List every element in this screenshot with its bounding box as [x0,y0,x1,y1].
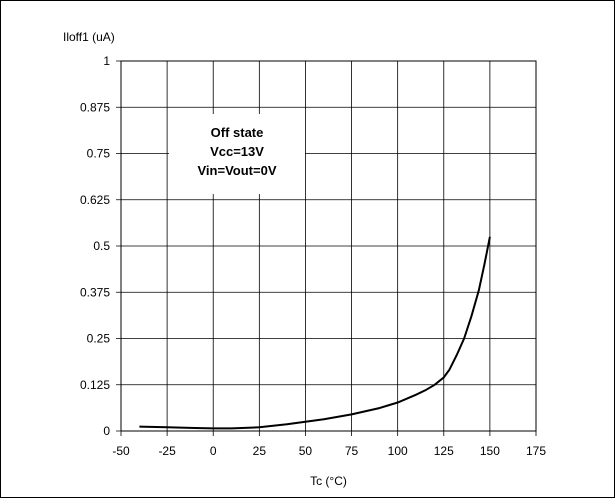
x-tick-label: -50 [112,444,130,458]
y-tick-label: 0 [103,424,110,438]
annotation-background [169,114,305,194]
series-line [139,236,491,430]
x-tick-label: 150 [480,444,500,458]
annotation-line-vin-vout: Vin=Vout=0V [198,163,277,178]
y-tick-label: 1 [103,54,110,68]
y-axis-label: Iloff1 (uA) [63,30,115,44]
y-tick-label: 0.125 [80,378,110,392]
x-tick-label: 175 [526,444,546,458]
annotation-line-state: Off state [211,125,264,140]
y-tick-label: 0.5 [93,239,110,253]
y-tick-label: 0.375 [80,285,110,299]
annotation-line-vcc: Vcc=13V [210,144,264,159]
x-tick-label: 100 [388,444,408,458]
x-tick-label: 50 [299,444,313,458]
x-axis-label: Tc (°C) [310,474,347,488]
x-tick-label: 0 [210,444,217,458]
annotation-box: Off state Vcc=13V Vin=Vout=0V [169,114,305,194]
x-tick-label: -25 [158,444,176,458]
y-tick-label: 0.875 [80,100,110,114]
y-tick-label: 0.625 [80,193,110,207]
x-tick-label: 125 [434,444,454,458]
x-tick-label: 25 [253,444,267,458]
y-tick-label: 0.25 [87,332,111,346]
x-tick-label: 75 [345,444,359,458]
plot-area-border [120,60,537,432]
y-tick-label: 0.75 [87,147,111,161]
tick-labels: -50 -25 0 25 50 75 100 125 150 175 0 0.125 0.25 0.375… [80,54,546,458]
